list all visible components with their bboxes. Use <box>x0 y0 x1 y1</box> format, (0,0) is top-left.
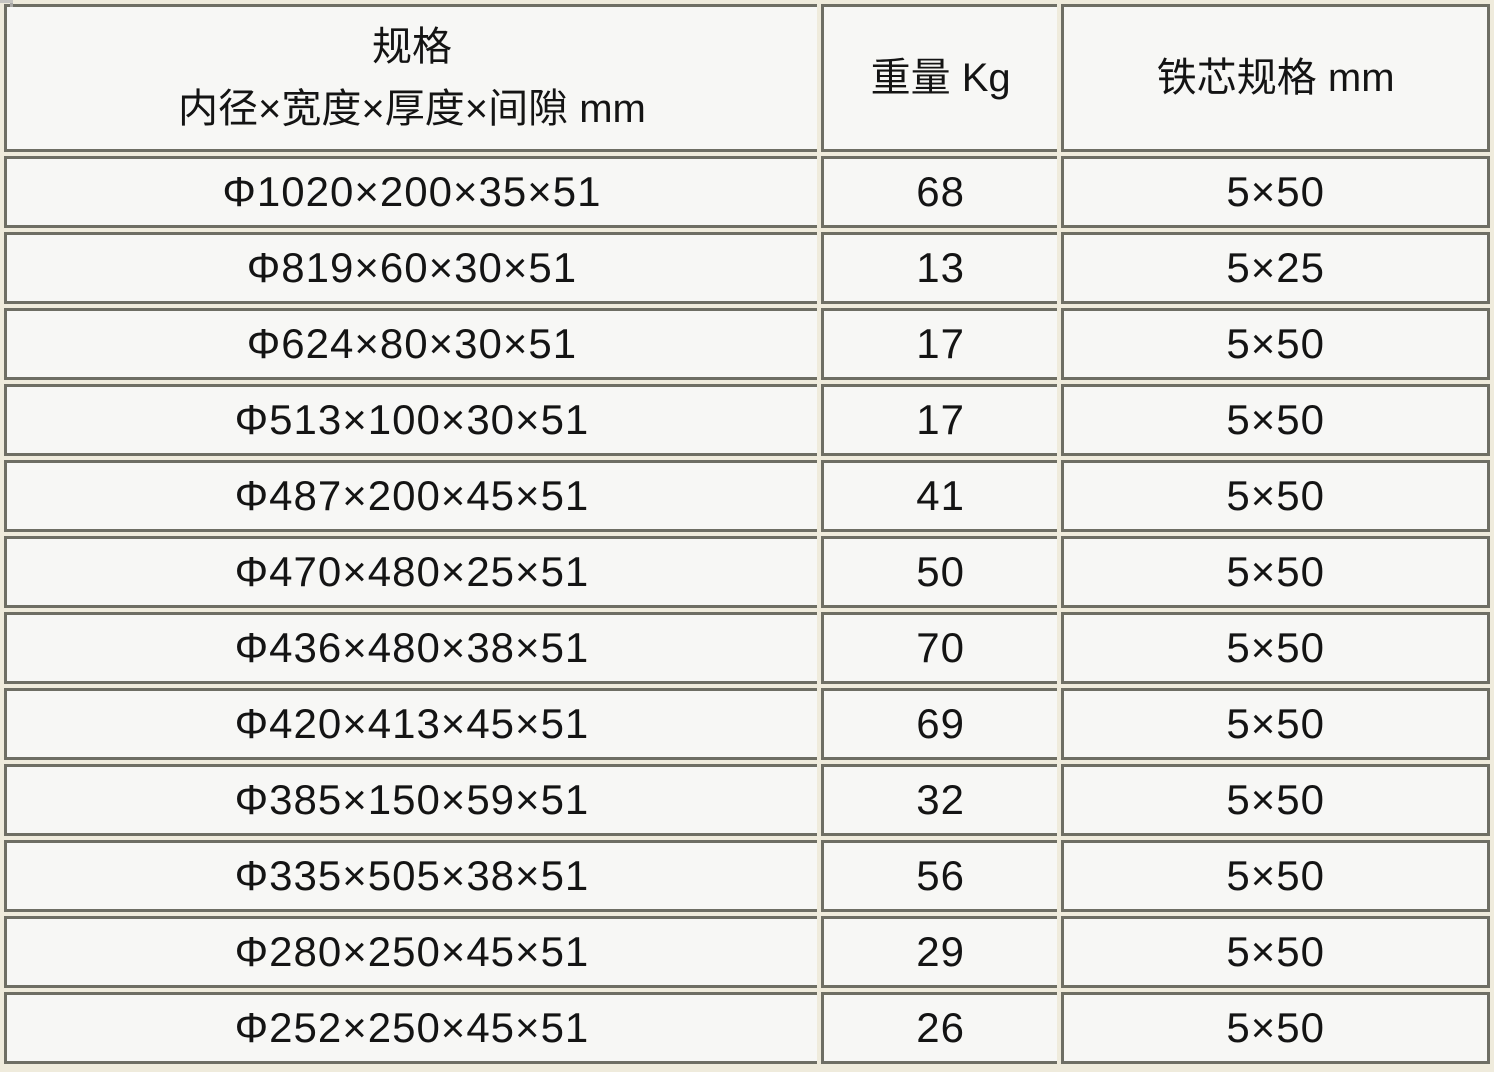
col-header-spec: 规格 内径×宽度×厚度×间隙 mm <box>4 4 817 152</box>
screen-corner-artifact <box>0 0 13 3</box>
weight-cell: 50 <box>820 536 1058 608</box>
core-cell: 5×50 <box>1061 612 1490 684</box>
spec-cell: Φ335×505×38×51 <box>4 840 817 912</box>
table-row: Φ487×200×45×51 41 5×50 <box>4 460 1490 532</box>
header-row: 规格 内径×宽度×厚度×间隙 mm 重量 Kg 铁芯规格 mm <box>4 4 1490 152</box>
screen-corner-artifact <box>10 3 13 7</box>
col-header-spec-line2: 内径×宽度×厚度×间隙 mm <box>178 87 646 131</box>
col-header-core: 铁芯规格 mm <box>1061 4 1490 152</box>
spec-cell: Φ252×250×45×51 <box>4 992 817 1064</box>
core-cell: 5×50 <box>1061 536 1490 608</box>
core-cell: 5×50 <box>1061 840 1490 912</box>
table-row: Φ280×250×45×51 29 5×50 <box>4 916 1490 988</box>
table-row: Φ436×480×38×51 70 5×50 <box>4 612 1490 684</box>
table-header: 规格 内径×宽度×厚度×间隙 mm 重量 Kg 铁芯规格 mm <box>4 4 1490 152</box>
spec-cell: Φ280×250×45×51 <box>4 916 817 988</box>
weight-cell: 56 <box>820 840 1058 912</box>
weight-cell: 69 <box>820 688 1058 760</box>
core-cell: 5×50 <box>1061 308 1490 380</box>
table-row: Φ385×150×59×51 32 5×50 <box>4 764 1490 836</box>
table-row: Φ335×505×38×51 56 5×50 <box>4 840 1490 912</box>
core-cell: 5×50 <box>1061 384 1490 456</box>
core-cell: 5×50 <box>1061 156 1490 228</box>
core-cell: 5×50 <box>1061 688 1490 760</box>
core-cell: 5×50 <box>1061 916 1490 988</box>
weight-cell: 29 <box>820 916 1058 988</box>
weight-cell: 17 <box>820 384 1058 456</box>
weight-cell: 68 <box>820 156 1058 228</box>
spec-cell: Φ385×150×59×51 <box>4 764 817 836</box>
core-cell: 5×50 <box>1061 764 1490 836</box>
spec-cell: Φ436×480×38×51 <box>4 612 817 684</box>
weight-cell: 17 <box>820 308 1058 380</box>
table-row: Φ624×80×30×51 17 5×50 <box>4 308 1490 380</box>
table-row: Φ420×413×45×51 69 5×50 <box>4 688 1490 760</box>
table-row: Φ819×60×30×51 13 5×25 <box>4 232 1490 304</box>
core-cell: 5×25 <box>1061 232 1490 304</box>
table-body: Φ1020×200×35×51 68 5×50 Φ819×60×30×51 13… <box>4 156 1490 1064</box>
table-row: Φ1020×200×35×51 68 5×50 <box>4 156 1490 228</box>
spec-cell: Φ487×200×45×51 <box>4 460 817 532</box>
table-row: Φ513×100×30×51 17 5×50 <box>4 384 1490 456</box>
core-cell: 5×50 <box>1061 460 1490 532</box>
spec-cell: Φ513×100×30×51 <box>4 384 817 456</box>
spec-cell: Φ420×413×45×51 <box>4 688 817 760</box>
weight-cell: 26 <box>820 992 1058 1064</box>
spec-cell: Φ819×60×30×51 <box>4 232 817 304</box>
spec-cell: Φ470×480×25×51 <box>4 536 817 608</box>
core-cell: 5×50 <box>1061 992 1490 1064</box>
spec-cell: Φ1020×200×35×51 <box>4 156 817 228</box>
weight-cell: 70 <box>820 612 1058 684</box>
table-row: Φ252×250×45×51 26 5×50 <box>4 992 1490 1064</box>
weight-cell: 32 <box>820 764 1058 836</box>
table-row: Φ470×480×25×51 50 5×50 <box>4 536 1490 608</box>
col-header-weight: 重量 Kg <box>820 4 1058 152</box>
spec-cell: Φ624×80×30×51 <box>4 308 817 380</box>
col-header-spec-line1: 规格 <box>371 25 452 69</box>
weight-cell: 41 <box>820 460 1058 532</box>
weight-cell: 13 <box>820 232 1058 304</box>
